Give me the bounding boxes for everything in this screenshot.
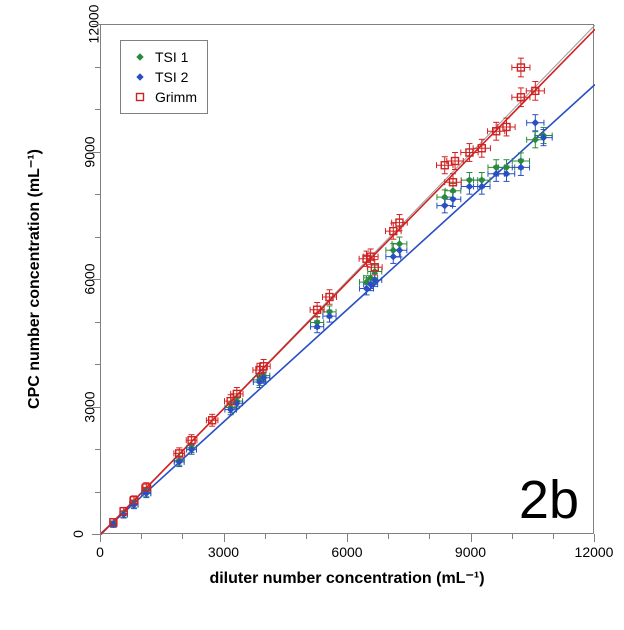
x-tick-label: 3000 (208, 544, 239, 560)
legend: TSI 1 TSI 2 Grimm (120, 40, 208, 114)
y-tick-label: 0 (70, 530, 86, 538)
legend-row: TSI 2 (131, 67, 197, 87)
x-axis-title: diluter number concentration (mL⁻¹) (209, 568, 484, 588)
x-tick-label: 9000 (455, 544, 486, 560)
x-tick-label: 12000 (575, 544, 614, 560)
chart-container: 2b TSI 1 TSI 2 Grimm diluter number concen… (0, 0, 624, 630)
x-tick-label: 6000 (331, 544, 362, 560)
legend-label: TSI 1 (155, 49, 188, 65)
legend-marker-icon (131, 48, 149, 66)
legend-marker-icon (131, 68, 149, 86)
y-axis-title: CPC number concentration (mL⁻¹) (24, 149, 44, 409)
legend-label: Grimm (155, 89, 197, 105)
legend-label: TSI 2 (155, 69, 188, 85)
legend-row: Grimm (131, 87, 197, 107)
legend-marker-icon (131, 88, 149, 106)
panel-label: 2b (519, 469, 579, 531)
x-tick-label: 0 (96, 544, 104, 560)
legend-row: TSI 1 (131, 47, 197, 67)
